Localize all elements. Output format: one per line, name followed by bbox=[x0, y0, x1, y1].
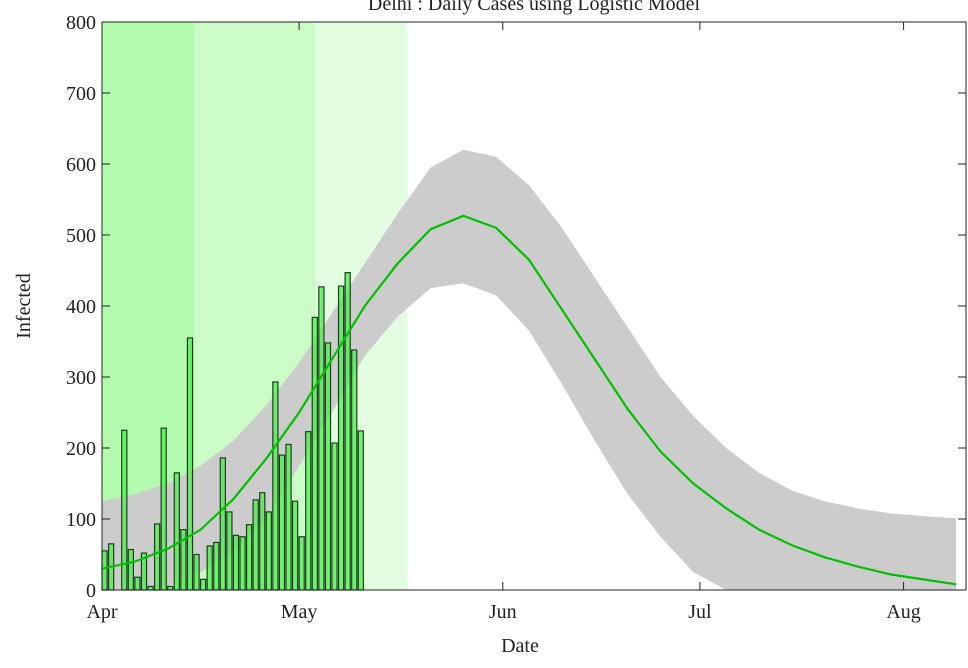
bar bbox=[219, 457, 226, 591]
y-tick-label: 100 bbox=[66, 509, 96, 531]
y-tick-label: 200 bbox=[66, 438, 96, 460]
bar bbox=[186, 337, 194, 591]
y-axis-label: Infected bbox=[13, 273, 35, 339]
x-axis-label: Date bbox=[501, 635, 539, 657]
y-tick-label: 600 bbox=[66, 154, 96, 176]
bar bbox=[285, 443, 292, 591]
bar bbox=[337, 285, 345, 591]
bar bbox=[226, 511, 233, 591]
y-tick-label: 500 bbox=[66, 225, 96, 247]
bar bbox=[252, 499, 259, 591]
bar bbox=[324, 342, 332, 591]
bar bbox=[206, 545, 213, 591]
bar bbox=[331, 442, 338, 591]
bar bbox=[298, 536, 305, 591]
bar bbox=[173, 472, 180, 591]
bar bbox=[351, 349, 358, 591]
bar bbox=[101, 550, 108, 591]
bar bbox=[272, 381, 279, 591]
y-tick-label: 300 bbox=[66, 367, 96, 389]
bar bbox=[259, 492, 266, 591]
bar bbox=[147, 585, 154, 591]
bar bbox=[278, 454, 286, 591]
x-tick-label: Jun bbox=[489, 601, 517, 623]
fit-line bbox=[101, 214, 957, 586]
bar bbox=[199, 578, 207, 591]
bar bbox=[121, 429, 128, 591]
confidence-band bbox=[102, 149, 957, 591]
bar bbox=[311, 316, 318, 591]
bar bbox=[305, 431, 312, 591]
y-tick-label: 700 bbox=[66, 83, 96, 105]
bar bbox=[134, 576, 141, 591]
bar bbox=[357, 430, 364, 591]
bar bbox=[160, 427, 167, 591]
bar bbox=[127, 548, 135, 591]
bar bbox=[318, 286, 325, 591]
bar bbox=[344, 272, 351, 591]
x-tick-label: May bbox=[281, 601, 318, 623]
bar bbox=[213, 541, 220, 591]
bar bbox=[167, 585, 174, 591]
x-tick-label: Jul bbox=[688, 601, 712, 623]
bar bbox=[153, 523, 161, 591]
bar bbox=[245, 524, 253, 591]
bar bbox=[291, 500, 299, 591]
bar bbox=[193, 553, 200, 591]
y-tick-label: 400 bbox=[66, 296, 96, 318]
bar bbox=[232, 534, 240, 591]
chart-title: Delhi : Daily Cases using Logistic Model bbox=[368, 0, 701, 15]
x-tick-label: Aug bbox=[886, 601, 920, 623]
x-tick-label: Apr bbox=[86, 601, 117, 623]
bar bbox=[239, 536, 246, 591]
y-tick-label: 0 bbox=[86, 580, 96, 602]
bar bbox=[265, 511, 272, 591]
y-tick-label: 800 bbox=[66, 12, 96, 34]
